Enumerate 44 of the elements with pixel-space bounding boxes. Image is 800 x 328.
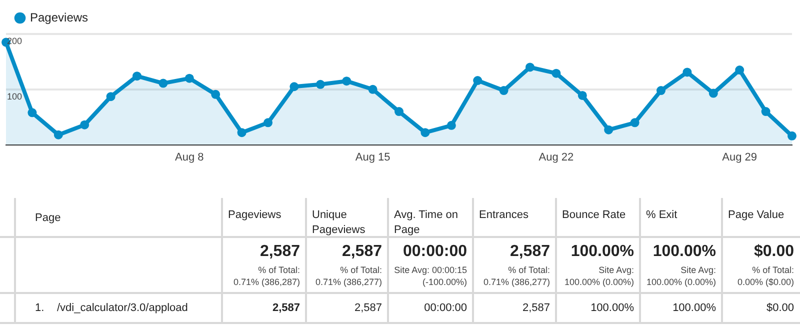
text: Unique Pageviews [311, 208, 366, 238]
text: 00:00:00 [423, 301, 468, 316]
text: 100.00% [590, 301, 635, 316]
text: Page [34, 211, 62, 226]
text: 2,587 [258, 243, 300, 261]
text: 2,587 [508, 243, 550, 261]
text: 2,587 [521, 301, 551, 316]
text: 0.71% (386,277) [314, 276, 382, 288]
text: Site Avg: 00:00:15 [394, 264, 467, 276]
y-tick-label: 100 [7, 91, 22, 102]
text: 00:00:00 [402, 243, 467, 261]
text: 0.00% ($0.00) [736, 276, 794, 288]
text: Site Avg: [598, 264, 634, 276]
text: % of Total: [257, 264, 300, 276]
text: 0.71% (386,287) [232, 276, 300, 288]
text: 2,587 [353, 301, 383, 316]
text: % of Total: [751, 264, 794, 276]
text: % of Total: [339, 264, 382, 276]
text: Pageviews [227, 208, 282, 223]
text: (-100.00%) [421, 276, 467, 288]
x-tick-label: Aug 8 [175, 151, 204, 164]
text: Avg. Time on Page [393, 208, 459, 238]
text: % of Total: [507, 264, 550, 276]
text: Entrances [478, 208, 530, 223]
text: Bounce Rate [561, 208, 627, 223]
text: 2,587 [340, 243, 382, 261]
text: Site Avg: [680, 264, 716, 276]
x-tick-label: Aug 15 [355, 151, 390, 164]
text: 2,587 [271, 301, 301, 316]
text: Page Value [727, 208, 786, 223]
text: 100.00% [570, 243, 634, 261]
legend-label: Pageviews [30, 10, 88, 24]
x-tick-label: Aug 22 [538, 151, 574, 164]
text: 100.00% (0.00%) [646, 276, 716, 288]
text: 1. [35, 302, 46, 314]
text: 0.71% (386,277) [482, 276, 550, 288]
text: /vdi_calculator/3.0/appload [57, 302, 188, 314]
text: % Exit [645, 208, 678, 223]
text: 100.00% (0.00%) [563, 276, 634, 288]
text: $0.00 [765, 301, 795, 316]
text: $0.00 [752, 243, 794, 261]
text: 100.00% [652, 243, 716, 261]
x-tick-label: Aug 29 [722, 151, 758, 164]
text: 100.00% [672, 301, 717, 316]
